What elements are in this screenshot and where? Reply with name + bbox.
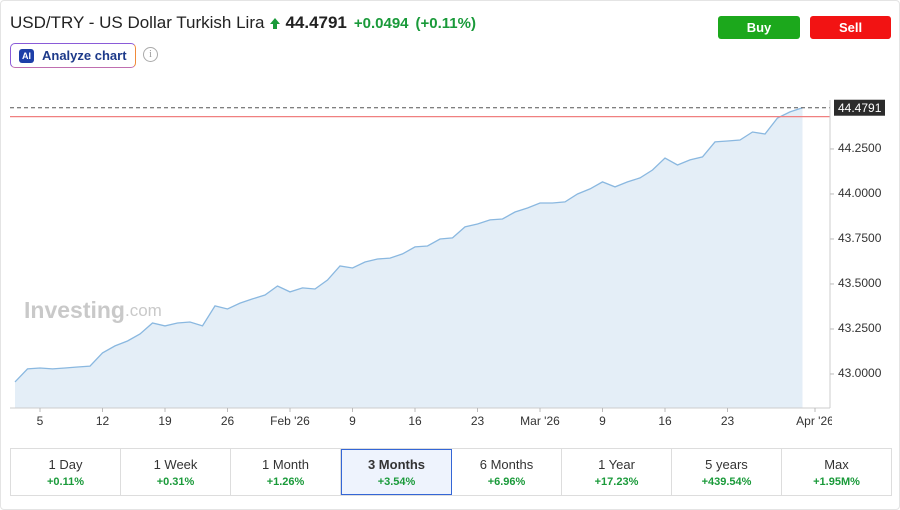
analyze-label: Analyze chart [42,48,127,63]
x-tick-label: 19 [158,414,172,428]
up-arrow [270,18,281,29]
period-tab[interactable]: 6 Months +6.96% [452,449,562,495]
chart: Investing.com 44.4791 5 12 19 26 Feb '26 9 16 23… [10,99,885,428]
x-tick-label: 16 [658,414,672,428]
period-tab[interactable]: 1 Week +0.31% [121,449,231,495]
period-change: +6.96% [487,475,526,488]
x-tick-label: 23 [471,414,485,428]
period-change: +3.54% [377,475,416,488]
x-tick-label: Feb '26 [270,414,310,428]
period-tab[interactable]: Max +1.95M% [782,449,891,495]
x-labels: 5 12 19 26 Feb '26 9 16 23 Mar '26 9 16 23 Apr '26 [37,408,834,428]
period-change: +0.11% [46,475,84,488]
period-change: +17.23% [594,475,639,488]
period-tab[interactable]: 5 years +439.54% [672,449,782,495]
buy-button[interactable]: Buy [718,16,800,39]
y-tick-label: 44.0000 [838,186,882,200]
period-tab[interactable]: 1 Month +1.26% [231,449,341,495]
info-icon[interactable]: i [143,47,158,62]
period-change: +1.95M% [813,475,860,488]
period-tab[interactable]: 1 Year +17.23% [562,449,672,495]
x-tick-label: 9 [599,414,606,428]
period-label: 1 Year [598,456,635,472]
x-tick-label: 23 [721,414,735,428]
last-price-label: 44.4791 [838,101,882,115]
x-tick-label: 9 [349,414,356,428]
period-tab[interactable]: 3 Months +3.54% [341,449,452,495]
last-price-tag [834,99,885,116]
change: +0.0494 [353,14,409,32]
ai-icon: AI [19,48,34,63]
x-tick-label: 12 [96,414,110,428]
period-tabs: 1 Day +0.11% 1 Week +0.31% 1 Month +1.26% 3 Mo… [10,448,892,496]
instrument-title: USD/TRY - US Dollar Turkish Lira [10,13,265,32]
period-label: 5 years [705,456,748,472]
period-label: Max [824,456,849,472]
y-tick-label: 43.0000 [838,366,882,380]
period-label: 1 Month [262,456,309,472]
y-tick-label: 44.2500 [838,141,882,155]
period-label: 1 Day [48,456,83,472]
x-tick-label: 5 [37,414,44,428]
watermark: Investing.com [24,297,162,323]
period-label: 1 Week [153,456,198,472]
y-tick-label: 43.2500 [838,321,882,335]
change-percent: (+0.11%) [415,14,476,32]
x-tick-label: 16 [408,414,422,428]
x-tick-label: 26 [221,414,235,428]
x-tick-label: Mar '26 [520,414,560,428]
period-label: 6 Months [479,456,534,472]
price-line [14,107,803,383]
area-fill [15,107,803,408]
watermark-suffix: .com [125,301,162,320]
watermark-brand: Investing [24,297,125,323]
period-change: +439.54% [701,475,752,488]
header: USD/TRY - US Dollar Turkish Lira 44.4791… [10,12,476,34]
period-label: 3 Months [367,456,426,472]
period-change: +1.26% [266,475,305,488]
y-tick-label: 43.5000 [838,276,882,290]
price: 44.4791 [285,13,347,32]
analyze-button[interactable]: AI Analyze chart [10,43,136,68]
y-tick-label: 43.7500 [838,231,882,245]
period-tab[interactable]: 1 Day +0.11% [11,449,121,495]
sell-button[interactable]: Sell [810,16,891,39]
period-change: +0.31% [156,475,195,488]
x-tick-label: Apr '26 [796,414,834,428]
